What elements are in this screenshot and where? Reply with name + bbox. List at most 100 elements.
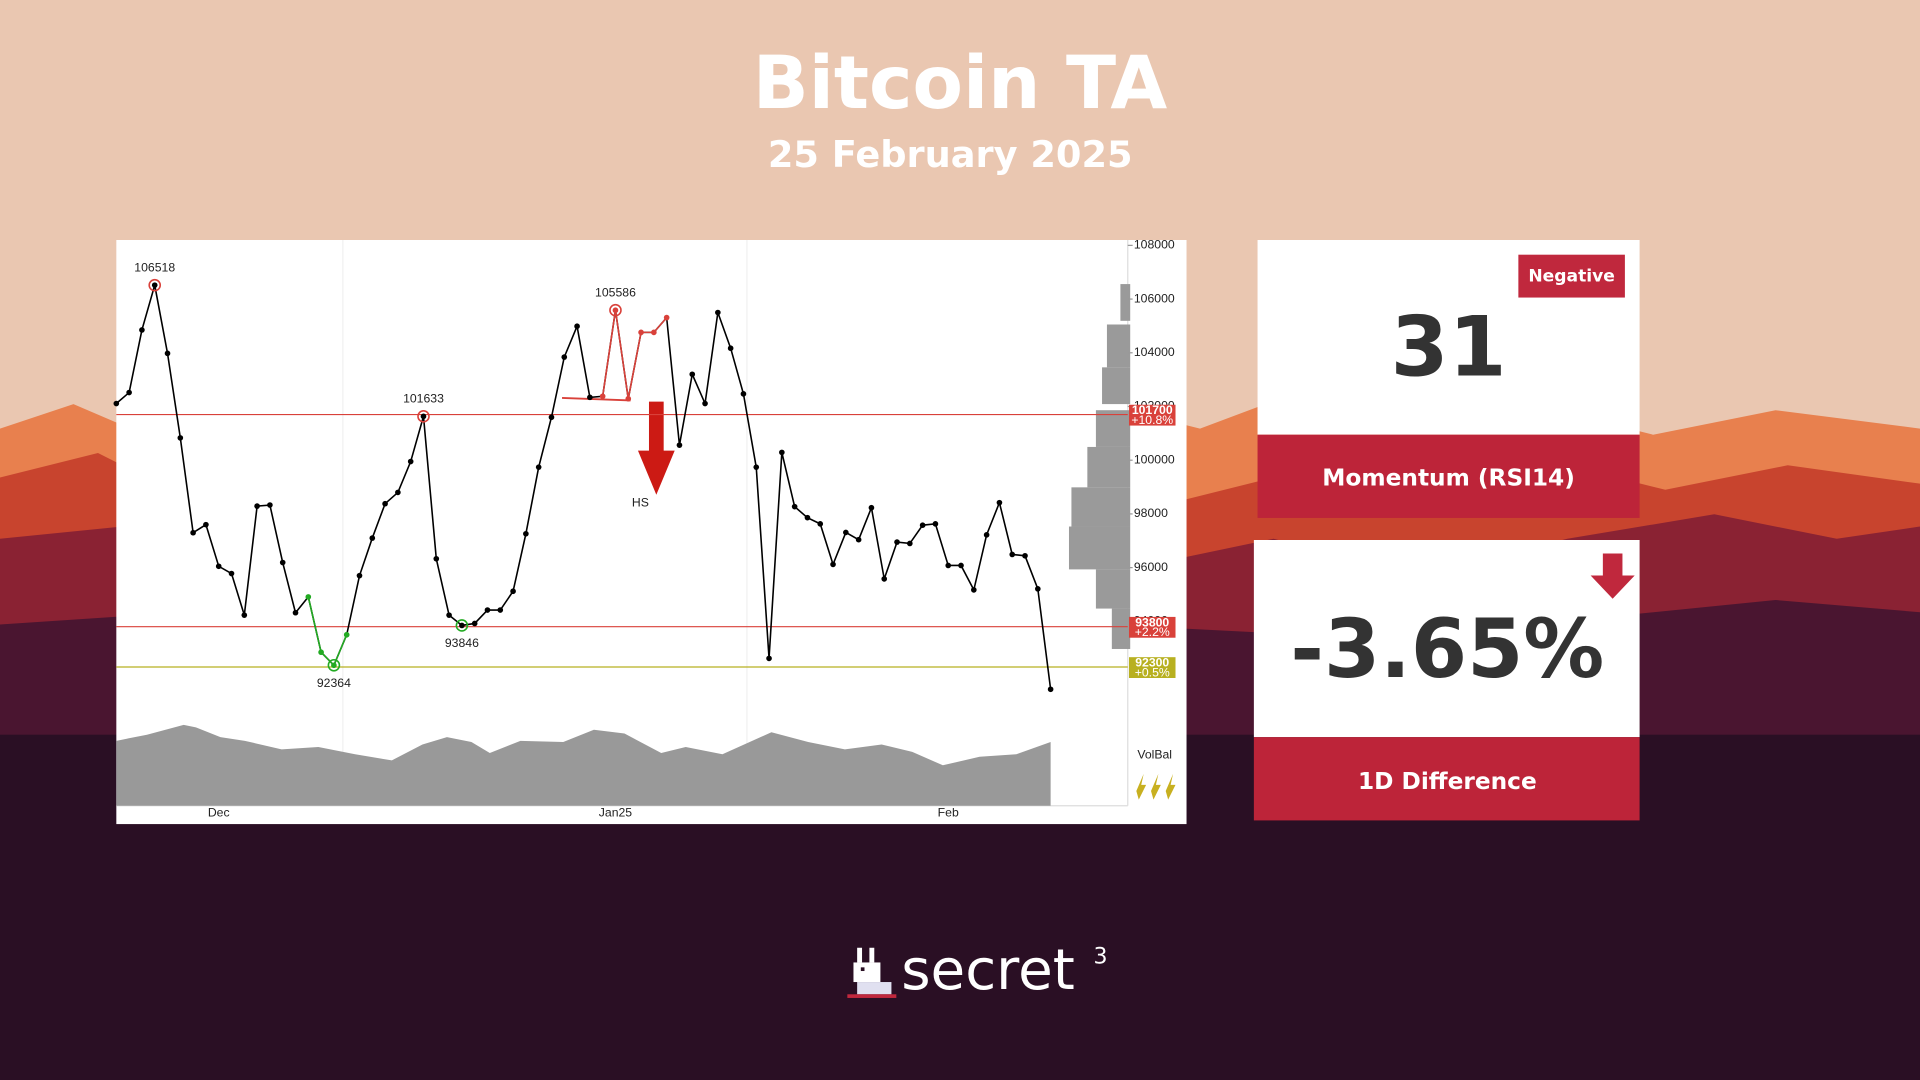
y-tick-label: 96000 — [1134, 560, 1168, 574]
price-point — [151, 282, 158, 288]
price-point — [983, 532, 990, 538]
extreme-marker — [327, 658, 341, 672]
price-point — [881, 576, 888, 582]
price-point — [689, 371, 696, 378]
brand-icon — [847, 947, 897, 998]
card-value: -3.65% — [1290, 603, 1604, 697]
price-point — [215, 563, 222, 570]
price-point — [587, 394, 593, 401]
price-point — [305, 594, 312, 600]
hs-arrow — [637, 401, 675, 495]
extreme-label: 92364 — [317, 676, 351, 690]
price-point — [1009, 551, 1016, 558]
price-point — [139, 327, 145, 333]
price-point — [676, 442, 683, 448]
subtitle: 25 February 2025 — [768, 133, 1133, 176]
volbal-icon — [1136, 773, 1176, 800]
price-point — [996, 499, 1003, 506]
price-point — [356, 572, 363, 579]
price-point — [420, 413, 427, 420]
price-point — [484, 607, 491, 613]
price-point — [267, 502, 273, 508]
level-change: +10.8% — [1131, 413, 1173, 427]
level-box — [1128, 616, 1176, 638]
price-point — [535, 464, 542, 471]
card — [1253, 540, 1640, 738]
y-tick-label: 104000 — [1134, 345, 1175, 359]
price-point — [471, 620, 478, 627]
chart-panel — [116, 240, 1187, 825]
extreme-marker — [417, 410, 430, 423]
price-point — [843, 529, 849, 536]
price-line — [115, 284, 1052, 690]
price-point — [318, 649, 324, 656]
price-point — [663, 314, 670, 321]
y-tick-label: 108000 — [1134, 238, 1175, 252]
price-point — [1047, 686, 1054, 693]
price-point — [407, 458, 414, 465]
price-point — [241, 612, 248, 618]
price-point — [625, 395, 632, 402]
price-point — [804, 514, 811, 521]
price-point — [382, 500, 388, 507]
price-point — [753, 464, 760, 471]
brand-sup: 3 — [1093, 945, 1107, 970]
price-point — [907, 540, 913, 547]
price-point — [919, 522, 926, 529]
card-footer — [1257, 434, 1640, 518]
extreme-marker — [609, 303, 622, 317]
card-footer — [1253, 737, 1640, 821]
price-point — [369, 535, 376, 541]
level-label: 101700 — [1132, 403, 1173, 417]
price-point — [817, 521, 824, 527]
neckline — [562, 397, 631, 402]
price-point — [791, 503, 798, 510]
price-point — [228, 570, 235, 577]
price-point — [894, 539, 900, 545]
pattern-segment — [307, 596, 348, 667]
y-tick-label: 98000 — [1134, 506, 1168, 520]
price-point — [958, 562, 964, 569]
price-point — [740, 391, 747, 397]
price-point — [945, 562, 952, 569]
price-point — [395, 489, 401, 496]
price-point — [446, 612, 452, 618]
level-change: +2.2% — [1135, 625, 1170, 639]
price-point — [702, 400, 708, 407]
price-point — [1034, 586, 1041, 592]
price-point — [868, 504, 875, 511]
price-point — [164, 350, 171, 357]
volume-label: VolBal — [1137, 748, 1172, 762]
price-point — [971, 587, 977, 593]
y-tick-label: 106000 — [1134, 291, 1175, 305]
x-tick-label: Feb — [938, 805, 959, 819]
price-point — [292, 609, 299, 616]
price-point — [113, 400, 120, 407]
price-point — [343, 631, 350, 638]
extreme-marker — [148, 278, 162, 292]
pattern-segment — [601, 310, 668, 399]
down-arrow-icon — [1590, 553, 1635, 599]
price-point — [331, 662, 337, 669]
volume-profile — [1068, 284, 1131, 649]
price-point — [638, 329, 644, 336]
card-label: Momentum (RSI14) — [1322, 464, 1575, 491]
y-tick-label: 100000 — [1134, 452, 1175, 466]
level-label: 92300 — [1135, 656, 1169, 670]
price-point — [612, 307, 619, 314]
price-point — [177, 435, 184, 441]
annotation: HS — [632, 495, 649, 509]
price-point — [126, 389, 132, 396]
price-point — [651, 329, 657, 336]
price-point — [459, 622, 465, 629]
price-point — [766, 655, 772, 662]
extreme-label: 101633 — [403, 391, 444, 405]
extreme-label: 106518 — [134, 260, 175, 274]
title: Bitcoin TA — [753, 41, 1168, 126]
price-point — [561, 354, 568, 360]
price-point — [779, 449, 785, 456]
price-point — [190, 529, 196, 536]
level-box — [1128, 404, 1176, 426]
brand-name: secret — [901, 938, 1075, 1003]
